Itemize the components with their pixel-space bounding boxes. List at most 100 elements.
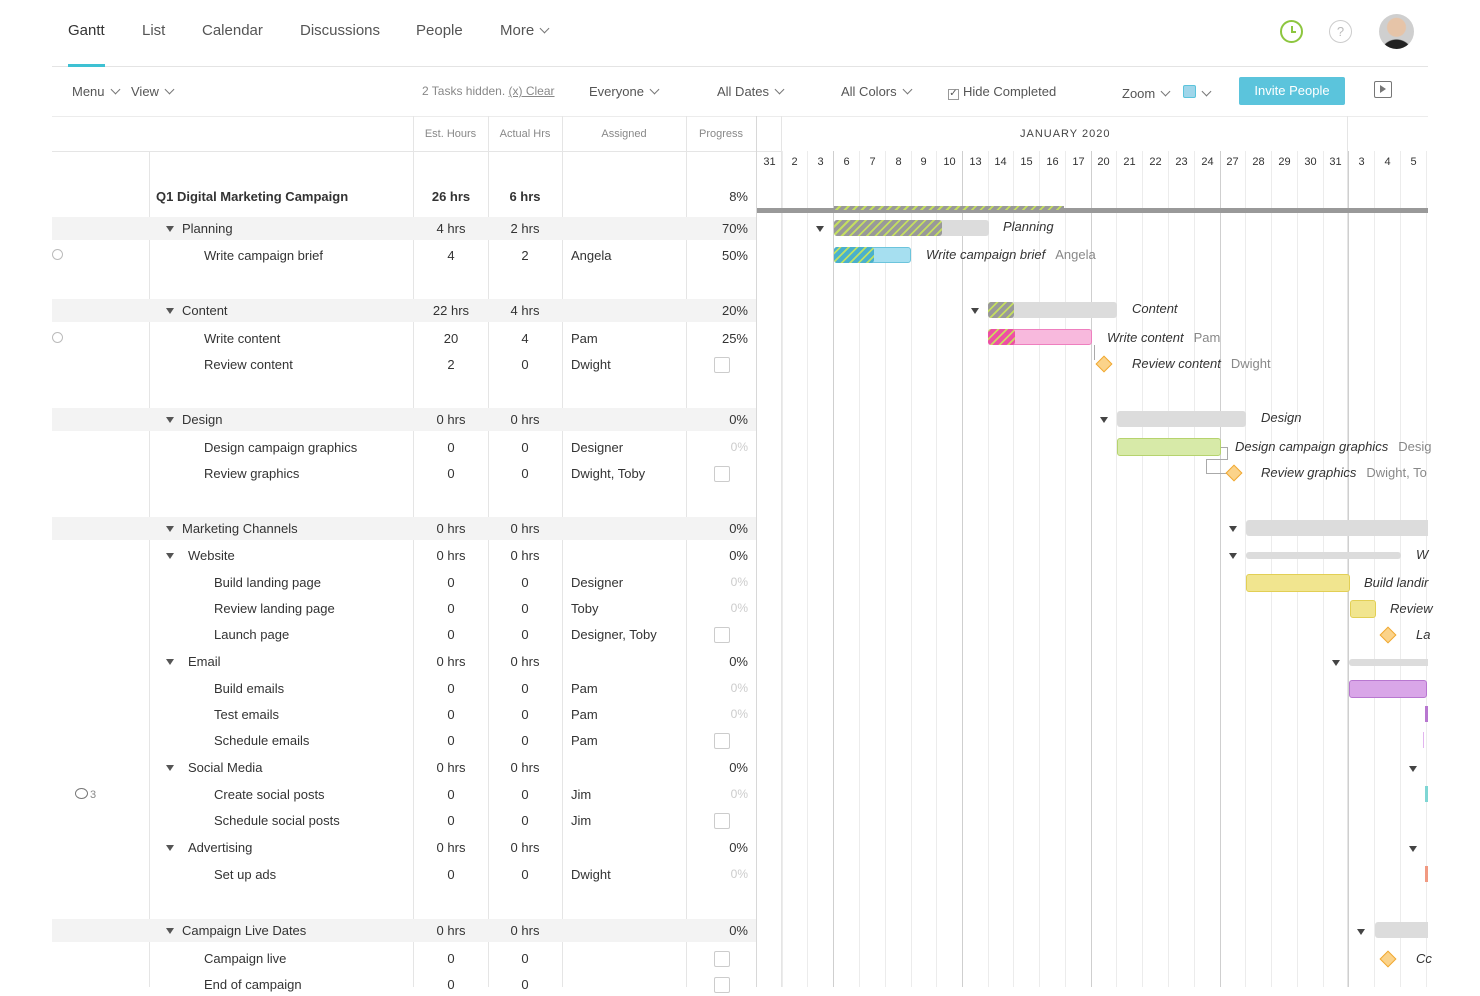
actual-hours[interactable]: 0 [521, 950, 529, 966]
task-name[interactable]: Advertising [166, 840, 252, 855]
review-content-milestone[interactable] [1095, 355, 1113, 373]
group-row[interactable]: Campaign Live Dates 0 hrs 0 hrs 0% [52, 919, 756, 942]
task-row[interactable]: Create social posts 0 0 Jim 0% [52, 783, 756, 806]
progress-value[interactable]: 0% [730, 680, 748, 695]
marketing-channels-bar[interactable] [1246, 520, 1428, 536]
task-row[interactable]: Write content 20 4 Pam 25% [52, 327, 756, 350]
actual-hours[interactable]: 0 [521, 786, 529, 802]
actual-hours[interactable]: 2 hrs [510, 220, 540, 236]
est-hours[interactable]: 2 [447, 356, 455, 372]
progress-value[interactable]: 0% [729, 547, 748, 563]
task-name[interactable]: Review graphics [204, 466, 299, 481]
assignee[interactable]: Designer [571, 574, 624, 590]
comment-count[interactable]: 3 [75, 788, 96, 801]
est-hours[interactable]: 0 [447, 706, 455, 722]
actual-hours[interactable]: 0 hrs [510, 411, 540, 427]
collapse-icon[interactable] [1229, 526, 1237, 532]
task-name[interactable]: Create social posts [214, 787, 325, 802]
campaign-live-milestone[interactable] [1379, 950, 1397, 968]
actual-hours[interactable]: 0 [521, 439, 529, 455]
task-name[interactable]: Schedule social posts [214, 813, 340, 828]
actual-hours[interactable]: 0 [521, 465, 529, 481]
est-hours[interactable]: 4 [447, 247, 455, 263]
menu-dropdown[interactable]: Menu [72, 84, 120, 99]
group-row[interactable]: Website 0 hrs 0 hrs 0% [52, 544, 756, 567]
tab-list[interactable]: List [142, 22, 166, 39]
task-name[interactable]: Email [166, 654, 221, 669]
presentation-icon[interactable] [1374, 81, 1392, 98]
collapse-icon[interactable] [166, 927, 174, 934]
progress-value[interactable]: 0% [729, 653, 748, 669]
est-hours[interactable]: 0 [447, 574, 455, 590]
design-bar[interactable] [1117, 411, 1246, 427]
progress-value[interactable]: 0% [729, 759, 748, 775]
est-hours[interactable]: 0 [447, 866, 455, 882]
email-bar[interactable] [1349, 659, 1428, 666]
assignee[interactable]: Designer, Toby [571, 626, 657, 642]
collapse-icon[interactable] [166, 844, 174, 851]
task-name[interactable]: Write campaign brief [204, 248, 323, 263]
group-row[interactable]: Planning 4 hrs 2 hrs 70% [52, 217, 756, 240]
est-hours[interactable]: 0 [447, 732, 455, 748]
task-row[interactable]: Test emails 0 0 Pam 0% [52, 703, 756, 726]
est-hours[interactable]: 0 [447, 465, 455, 481]
dates-filter[interactable]: All Dates [717, 84, 785, 99]
task-name[interactable]: Content [166, 303, 228, 318]
help-icon[interactable]: ? [1329, 20, 1352, 43]
est-hours[interactable]: 0 hrs [436, 520, 466, 536]
task-row[interactable]: Schedule emails 0 0 Pam [52, 729, 756, 752]
schedule-emails-bar[interactable] [1423, 732, 1429, 748]
collapse-icon[interactable] [166, 658, 174, 665]
website-bar[interactable] [1246, 552, 1401, 559]
task-name[interactable]: Website [166, 548, 235, 563]
clear-hidden-link[interactable]: (x) Clear [508, 84, 555, 98]
set-up-ads-bar[interactable] [1425, 866, 1428, 882]
est-hours[interactable]: 4 hrs [436, 220, 466, 236]
progress-value[interactable]: 25% [721, 330, 748, 346]
group-row[interactable]: Email 0 hrs 0 hrs 0% [52, 650, 756, 673]
progress-value[interactable]: 0% [730, 574, 748, 589]
actual-hours[interactable]: 0 [521, 812, 529, 828]
collapse-icon[interactable] [166, 525, 174, 532]
est-hours[interactable]: 0 [447, 680, 455, 696]
collapse-icon[interactable] [1332, 660, 1340, 666]
actual-hours[interactable]: 4 hrs [510, 302, 540, 318]
task-name[interactable]: Build landing page [214, 575, 321, 590]
complete-checkbox[interactable] [714, 950, 730, 967]
progress-value[interactable]: 0% [729, 411, 748, 427]
est-hours[interactable]: 0 hrs [436, 759, 466, 775]
actual-hours[interactable]: 0 [521, 626, 529, 642]
actual-hours[interactable]: 0 hrs [510, 653, 540, 669]
column-assigned[interactable]: Assigned [601, 128, 647, 140]
review-graphics-milestone[interactable] [1225, 464, 1243, 482]
tab-discussions[interactable]: Discussions [300, 22, 381, 39]
actual-hours[interactable]: 0 hrs [510, 759, 540, 775]
progress-value[interactable]: 0% [730, 866, 748, 881]
complete-checkbox[interactable] [714, 626, 730, 643]
checkbox-checked-icon[interactable]: ✓ [948, 88, 959, 100]
task-row[interactable]: Set up ads 0 0 Dwight 0% [52, 863, 756, 886]
actual-hours[interactable]: 0 [521, 600, 529, 616]
clock-icon[interactable] [52, 249, 63, 260]
task-name[interactable]: Design [166, 412, 222, 427]
collapse-icon[interactable] [971, 308, 979, 314]
task-name[interactable]: Campaign Live Dates [166, 923, 306, 938]
task-name[interactable]: Test emails [214, 707, 279, 722]
est-hours[interactable]: 0 [447, 626, 455, 642]
est-hours[interactable]: 0 [447, 600, 455, 616]
task-row[interactable]: Launch page 0 0 Designer, Toby [52, 623, 756, 646]
task-row[interactable]: Build emails 0 0 Pam 0% [52, 677, 756, 700]
assignee[interactable]: Pam [571, 706, 598, 722]
campaign-live-dates-bar[interactable] [1375, 922, 1428, 938]
invite-people-button[interactable]: Invite People [1239, 77, 1345, 105]
task-name[interactable]: Campaign live [204, 951, 286, 966]
assignee[interactable]: Jim [571, 812, 592, 828]
collapse-icon[interactable] [166, 225, 174, 232]
task-name[interactable]: Review content [204, 357, 293, 372]
progress-value[interactable]: 0% [730, 706, 748, 721]
task-name[interactable]: Build emails [214, 681, 284, 696]
task-row[interactable]: Write campaign brief 4 2 Angela 50% [52, 244, 756, 267]
assignee[interactable]: Pam [571, 330, 598, 346]
task-name[interactable]: Social Media [166, 760, 262, 775]
task-row[interactable]: Review landing page 0 0 Toby 0% [52, 597, 756, 620]
